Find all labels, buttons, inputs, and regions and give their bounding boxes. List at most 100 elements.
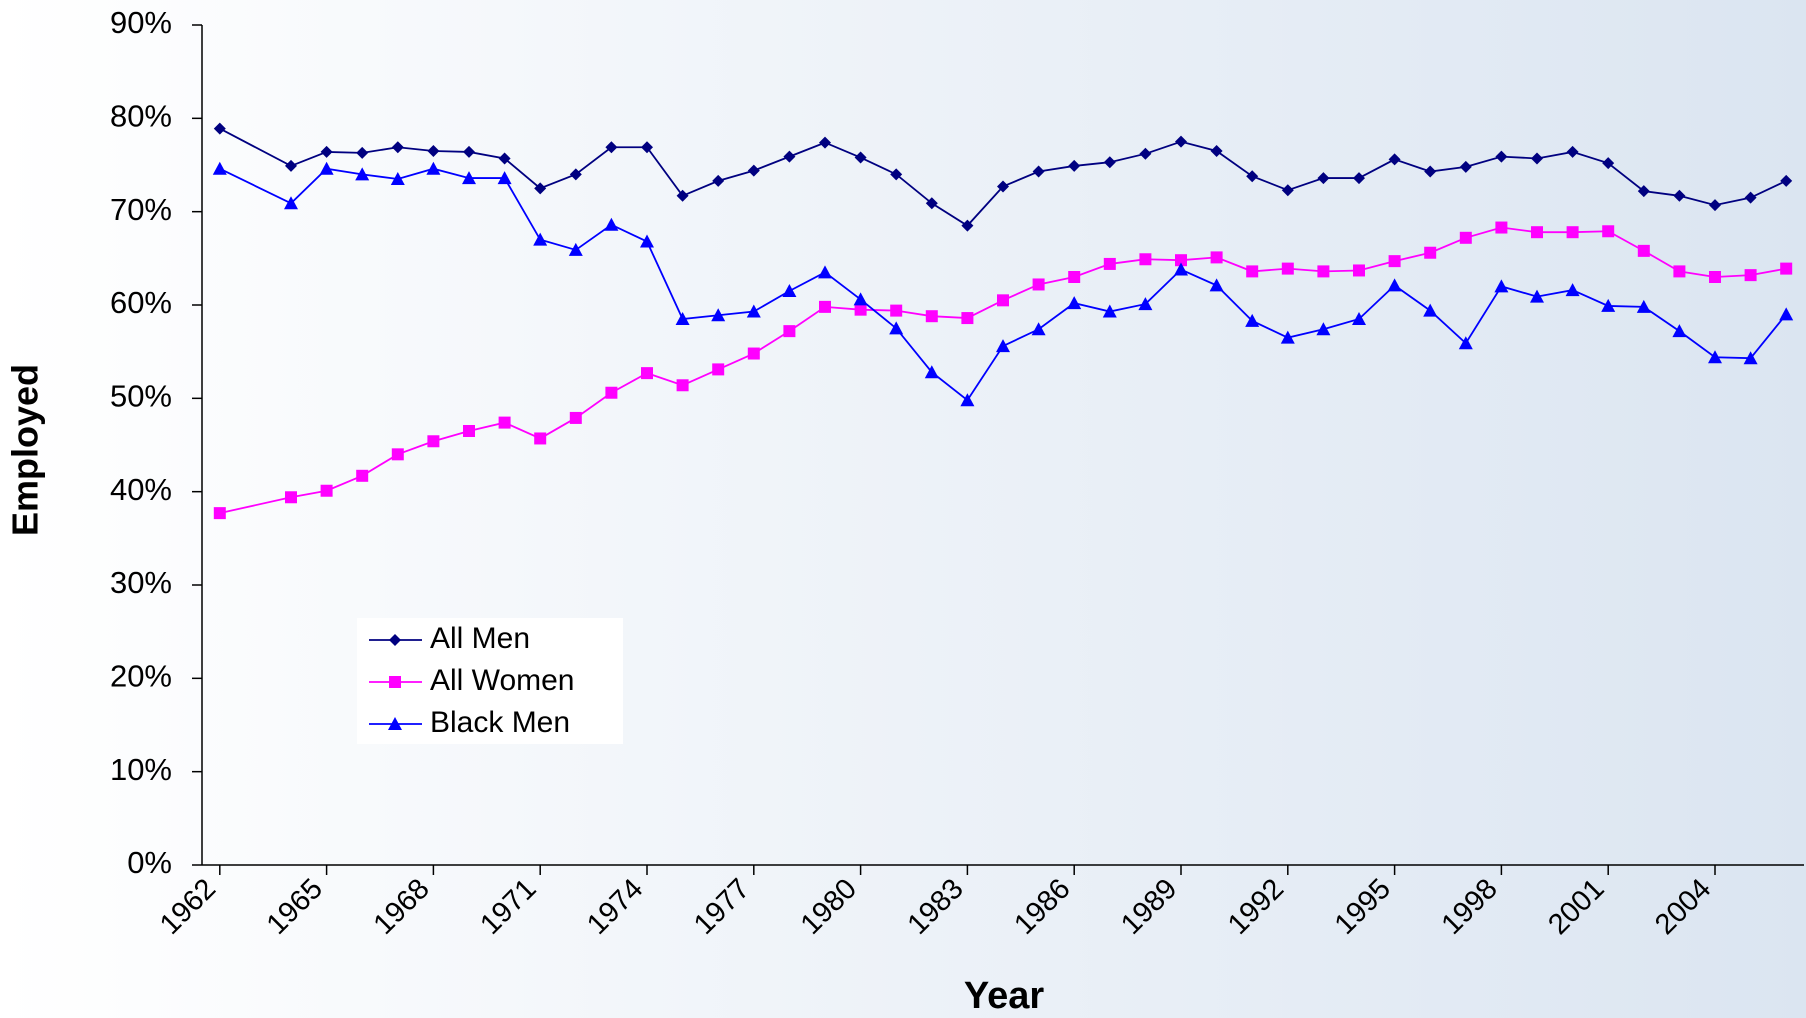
marker	[961, 312, 974, 325]
marker	[1566, 226, 1579, 239]
y-tick-label: 90%	[110, 5, 172, 40]
marker	[212, 161, 227, 175]
y-tick-label: 40%	[110, 472, 172, 507]
marker	[1210, 251, 1223, 264]
marker	[1459, 231, 1472, 244]
marker	[390, 172, 405, 185]
marker	[604, 217, 619, 231]
legend-marker	[389, 634, 401, 646]
marker	[1068, 271, 1081, 283]
y-tick-label: 50%	[110, 379, 172, 414]
marker	[997, 180, 1009, 193]
marker	[1032, 278, 1045, 291]
marker	[1103, 257, 1116, 270]
marker	[1102, 304, 1117, 318]
marker	[1175, 254, 1187, 267]
marker	[1709, 271, 1721, 283]
marker	[391, 448, 404, 461]
marker	[960, 393, 975, 407]
legend-label: All Women	[430, 664, 575, 697]
marker	[320, 484, 333, 497]
marker	[1743, 351, 1758, 365]
marker	[1175, 135, 1187, 148]
marker	[854, 151, 867, 164]
legend-label: Black Men	[430, 706, 570, 739]
marker	[1531, 152, 1543, 165]
marker	[1280, 330, 1295, 344]
marker	[356, 146, 369, 159]
y-tick-label: 20%	[110, 659, 172, 694]
marker	[498, 152, 511, 165]
marker	[1316, 322, 1331, 336]
marker	[498, 416, 511, 429]
marker	[462, 171, 476, 185]
marker	[285, 159, 297, 172]
marker	[1245, 313, 1260, 327]
marker	[641, 141, 653, 154]
marker	[1779, 307, 1794, 321]
marker	[1780, 262, 1793, 275]
marker	[1673, 265, 1686, 278]
marker	[497, 171, 512, 185]
marker	[1708, 350, 1722, 364]
marker	[1032, 165, 1045, 178]
marker	[676, 379, 689, 392]
y-axis-label: Employed	[5, 364, 46, 536]
marker	[1139, 253, 1152, 266]
y-tick-label: 30%	[110, 565, 172, 600]
marker	[819, 300, 831, 313]
y-tick-label: 10%	[110, 752, 172, 787]
marker	[1388, 255, 1401, 268]
marker	[1744, 191, 1757, 204]
marker	[569, 411, 582, 424]
marker	[1495, 150, 1508, 163]
x-axis-label: Year	[964, 975, 1045, 1017]
marker	[1458, 336, 1473, 350]
legend-marker	[389, 676, 401, 688]
marker	[427, 435, 440, 448]
marker	[1602, 157, 1615, 170]
marker	[285, 491, 297, 504]
marker	[284, 196, 298, 210]
marker	[640, 234, 654, 248]
marker	[319, 161, 334, 175]
marker	[1388, 153, 1401, 166]
marker	[1566, 145, 1579, 158]
marker	[1103, 156, 1116, 169]
marker	[1423, 303, 1438, 317]
legend-box	[357, 618, 623, 744]
marker	[996, 339, 1010, 353]
marker	[1139, 147, 1152, 160]
marker	[854, 303, 867, 316]
marker	[568, 242, 583, 256]
series-line	[219, 167, 1787, 402]
marker	[711, 308, 726, 322]
marker	[463, 425, 475, 437]
y-tick-label: 80%	[110, 99, 172, 134]
marker	[890, 304, 903, 317]
marker	[1601, 298, 1616, 312]
marker	[569, 168, 582, 181]
series-line	[219, 127, 1787, 227]
marker	[426, 161, 441, 175]
marker	[1459, 160, 1472, 173]
marker	[605, 141, 618, 154]
legend-label: All Men	[430, 622, 530, 655]
marker	[1138, 297, 1153, 311]
marker	[712, 174, 725, 187]
marker	[1424, 165, 1437, 178]
marker	[1565, 283, 1580, 297]
y-tick-label: 60%	[110, 285, 172, 320]
marker	[675, 312, 690, 325]
marker	[1317, 172, 1330, 185]
marker	[533, 232, 548, 246]
marker	[1068, 159, 1081, 172]
marker	[676, 189, 689, 202]
marker	[1281, 262, 1294, 275]
marker	[782, 284, 797, 297]
marker	[925, 197, 938, 210]
marker	[213, 122, 226, 135]
marker	[1353, 172, 1365, 185]
marker	[1637, 185, 1650, 198]
